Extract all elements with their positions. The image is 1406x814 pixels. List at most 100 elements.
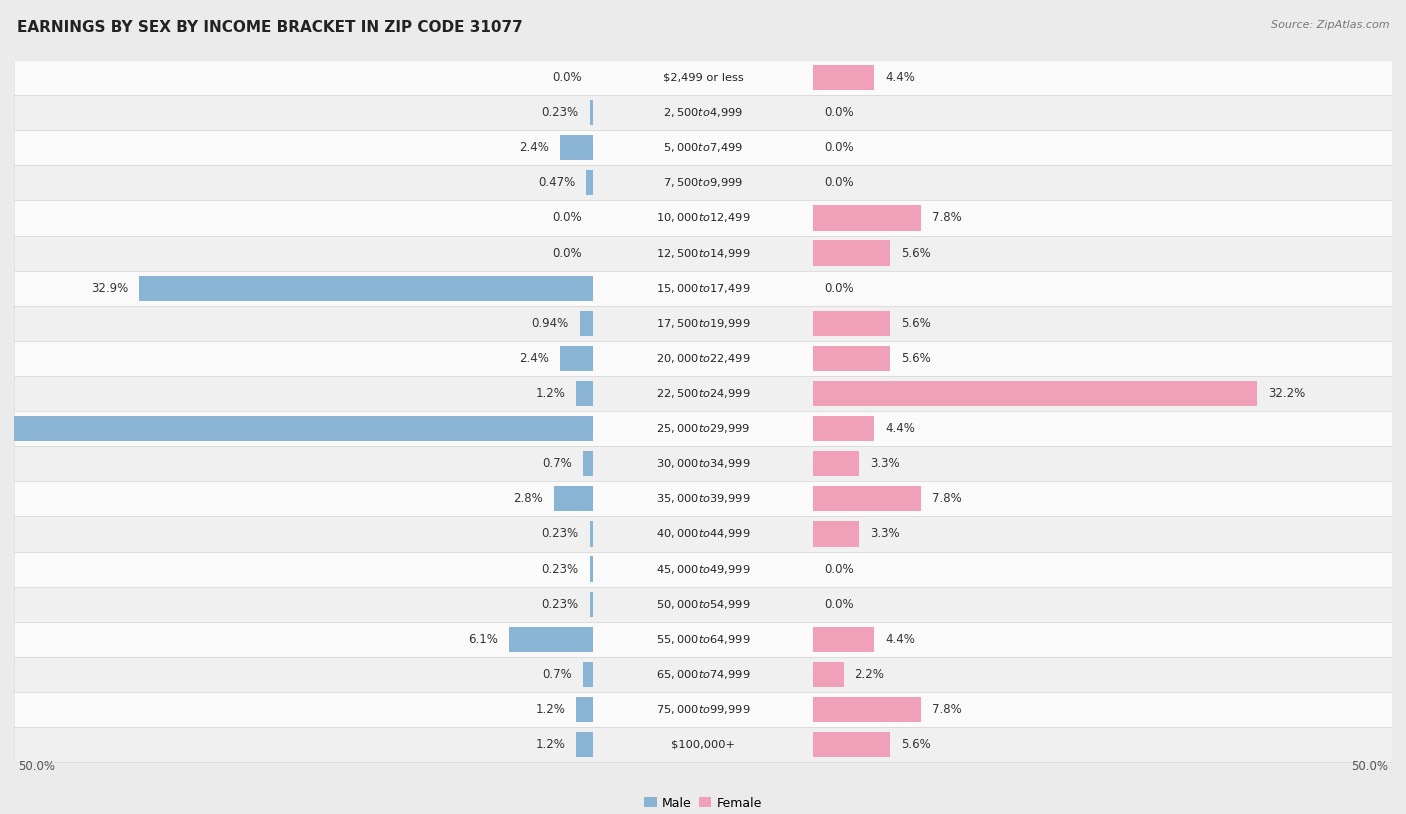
- Bar: [14, 552, 1392, 587]
- Bar: [14, 481, 1392, 516]
- Legend: Male, Female: Male, Female: [640, 791, 766, 814]
- Bar: [813, 381, 1257, 406]
- Text: EARNINGS BY SEX BY INCOME BRACKET IN ZIP CODE 31077: EARNINGS BY SEX BY INCOME BRACKET IN ZIP…: [17, 20, 523, 35]
- Bar: [14, 727, 1392, 762]
- Text: $10,000 to $12,499: $10,000 to $12,499: [655, 212, 751, 225]
- Text: 50.0%: 50.0%: [18, 760, 55, 773]
- Bar: [813, 65, 875, 90]
- Bar: [560, 346, 593, 371]
- Text: $2,499 or less: $2,499 or less: [662, 72, 744, 82]
- Bar: [813, 697, 921, 722]
- Text: 0.0%: 0.0%: [824, 562, 853, 575]
- Bar: [813, 521, 859, 547]
- Bar: [813, 311, 890, 336]
- Text: 0.0%: 0.0%: [824, 141, 853, 154]
- Text: 0.94%: 0.94%: [531, 317, 569, 330]
- Bar: [14, 165, 1392, 200]
- Bar: [586, 170, 593, 195]
- Bar: [14, 481, 1392, 516]
- Bar: [14, 622, 1392, 657]
- Bar: [14, 692, 1392, 727]
- Text: 0.0%: 0.0%: [553, 212, 582, 225]
- Bar: [14, 95, 1392, 130]
- Bar: [813, 732, 890, 757]
- Text: $15,000 to $17,499: $15,000 to $17,499: [655, 282, 751, 295]
- Bar: [14, 411, 1392, 446]
- Bar: [589, 592, 593, 617]
- Bar: [14, 341, 1392, 376]
- Bar: [14, 552, 1392, 587]
- Bar: [560, 135, 593, 160]
- Bar: [14, 341, 1392, 376]
- Bar: [14, 692, 1392, 727]
- Bar: [14, 376, 1392, 411]
- Text: 7.8%: 7.8%: [932, 212, 962, 225]
- Text: 3.3%: 3.3%: [870, 527, 900, 540]
- Text: 0.0%: 0.0%: [553, 71, 582, 84]
- Bar: [14, 622, 1392, 657]
- Bar: [579, 311, 593, 336]
- Bar: [576, 381, 593, 406]
- Text: $12,500 to $14,999: $12,500 to $14,999: [655, 247, 751, 260]
- Bar: [14, 130, 1392, 165]
- Bar: [14, 446, 1392, 481]
- Bar: [14, 200, 1392, 235]
- Text: 0.7%: 0.7%: [543, 668, 572, 681]
- Text: 7.8%: 7.8%: [932, 492, 962, 505]
- Bar: [14, 165, 1392, 200]
- Bar: [813, 205, 921, 230]
- Text: 5.6%: 5.6%: [901, 317, 931, 330]
- Bar: [576, 732, 593, 757]
- Text: $20,000 to $22,499: $20,000 to $22,499: [655, 352, 751, 365]
- Text: 0.23%: 0.23%: [541, 106, 579, 119]
- Bar: [813, 451, 859, 476]
- Bar: [813, 486, 921, 511]
- Text: 6.1%: 6.1%: [468, 632, 498, 646]
- Text: 32.9%: 32.9%: [91, 282, 128, 295]
- Bar: [589, 100, 593, 125]
- Text: 2.4%: 2.4%: [519, 352, 548, 365]
- Text: $7,500 to $9,999: $7,500 to $9,999: [664, 177, 742, 190]
- Text: 0.23%: 0.23%: [541, 562, 579, 575]
- Text: 4.4%: 4.4%: [884, 632, 915, 646]
- Text: 32.2%: 32.2%: [1268, 387, 1305, 400]
- Text: 50.0%: 50.0%: [1351, 760, 1388, 773]
- Bar: [14, 727, 1392, 762]
- Text: $100,000+: $100,000+: [671, 740, 735, 750]
- Bar: [14, 657, 1392, 692]
- Bar: [14, 270, 1392, 306]
- Bar: [0, 416, 593, 441]
- Bar: [14, 657, 1392, 692]
- Text: $2,500 to $4,999: $2,500 to $4,999: [664, 106, 742, 119]
- Text: 0.23%: 0.23%: [541, 597, 579, 610]
- Text: 3.3%: 3.3%: [870, 457, 900, 470]
- Text: $75,000 to $99,999: $75,000 to $99,999: [655, 703, 751, 716]
- Text: 0.0%: 0.0%: [824, 282, 853, 295]
- Bar: [14, 587, 1392, 622]
- Text: 0.0%: 0.0%: [553, 247, 582, 260]
- Text: $22,500 to $24,999: $22,500 to $24,999: [655, 387, 751, 400]
- Text: $65,000 to $74,999: $65,000 to $74,999: [655, 668, 751, 681]
- Bar: [14, 200, 1392, 235]
- Text: 7.8%: 7.8%: [932, 703, 962, 716]
- Bar: [14, 95, 1392, 130]
- Text: $45,000 to $49,999: $45,000 to $49,999: [655, 562, 751, 575]
- Bar: [583, 451, 593, 476]
- Text: 5.6%: 5.6%: [901, 738, 931, 751]
- Bar: [583, 662, 593, 687]
- Text: $40,000 to $44,999: $40,000 to $44,999: [655, 527, 751, 540]
- Bar: [14, 60, 1392, 95]
- Text: 4.4%: 4.4%: [884, 71, 915, 84]
- Bar: [14, 516, 1392, 552]
- Bar: [14, 60, 1392, 95]
- Bar: [14, 235, 1392, 270]
- Bar: [576, 697, 593, 722]
- Text: $55,000 to $64,999: $55,000 to $64,999: [655, 632, 751, 646]
- Bar: [813, 346, 890, 371]
- Text: 0.0%: 0.0%: [824, 106, 853, 119]
- Bar: [813, 416, 875, 441]
- Text: 0.23%: 0.23%: [541, 527, 579, 540]
- Bar: [14, 306, 1392, 341]
- Text: 1.2%: 1.2%: [536, 387, 565, 400]
- Text: 4.4%: 4.4%: [884, 422, 915, 435]
